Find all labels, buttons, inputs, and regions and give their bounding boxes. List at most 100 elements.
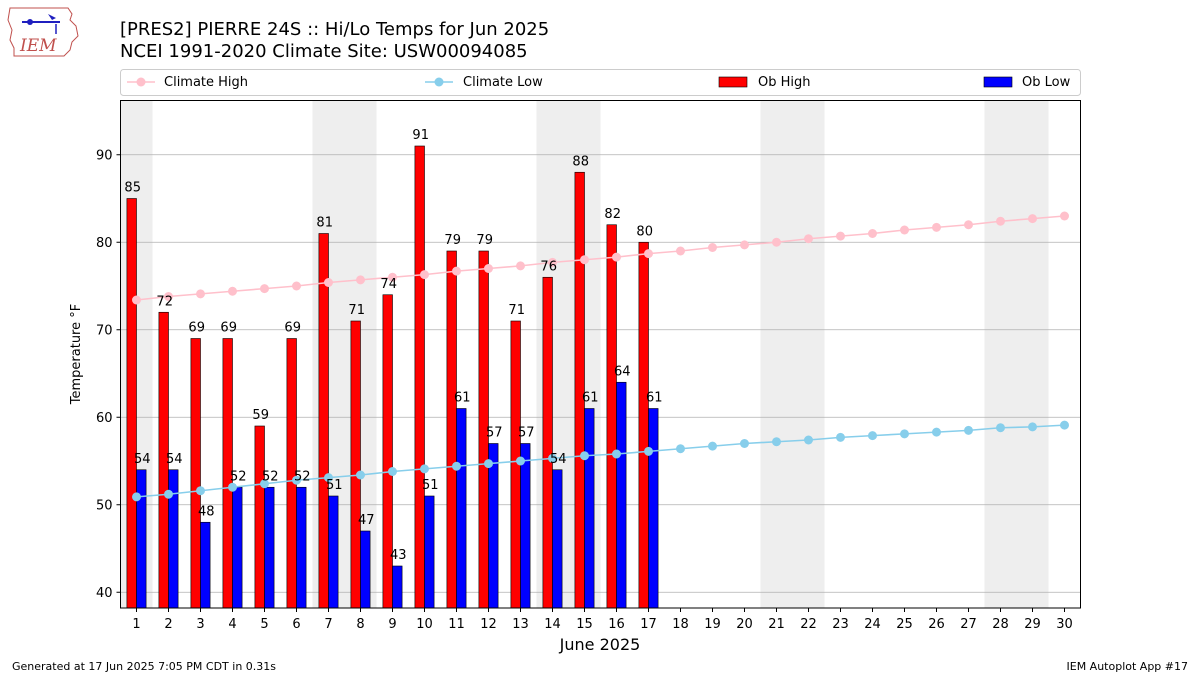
footer-generated: Generated at 17 Jun 2025 7:05 PM CDT in … (12, 660, 276, 673)
x-tick-label: 17 (640, 617, 657, 632)
climate-high-point (996, 216, 1005, 226)
x-tick-label: 16 (608, 617, 625, 632)
ob-high-bar (126, 198, 137, 609)
ob-high-label: 74 (380, 277, 397, 292)
ob-low-bar (616, 381, 627, 609)
x-tick-label: 8 (356, 617, 364, 632)
legend-label-ob-low: Ob Low (1022, 75, 1071, 90)
climate-low-point (516, 456, 525, 466)
climate-low-point (932, 427, 941, 437)
climate-low-point (484, 459, 493, 469)
bars (126, 145, 659, 609)
ob-high-label: 59 (252, 408, 269, 423)
x-tick-label: 29 (1024, 617, 1041, 632)
climate-high-point (804, 234, 813, 244)
climate-high-point (1060, 211, 1069, 221)
ob-high-bar (350, 320, 361, 609)
x-tick-label: 21 (768, 617, 785, 632)
climate-high-point (324, 278, 333, 287)
climate-high-point (740, 240, 749, 250)
y-tick-label: 90 (96, 148, 113, 163)
ob-low-label: 61 (582, 391, 599, 406)
climate-high-point (196, 289, 205, 299)
climate-high-point (164, 292, 173, 301)
climate-low-point (132, 492, 141, 502)
climate-high-line (136, 215, 1065, 301)
legend-label-ob-high: Ob High (758, 75, 811, 90)
climate-high-point (772, 237, 781, 247)
climate-low-line (136, 424, 1065, 498)
climate-low-point (228, 482, 237, 492)
ob-low-label: 51 (422, 478, 439, 493)
ob-high-label: 80 (636, 224, 653, 239)
ob-high-label: 79 (476, 233, 493, 248)
climate-low-point (612, 449, 621, 459)
x-tick-label: 20 (736, 617, 753, 632)
ob-low-bar (648, 408, 659, 609)
legend-label-climate-low: Climate Low (463, 75, 543, 90)
x-tick-label: 6 (292, 617, 300, 632)
climate-low-point (644, 446, 653, 456)
ob-low-label: 64 (614, 364, 631, 379)
climate-low-point (452, 461, 461, 471)
climate-low-point (868, 431, 877, 441)
climate-low-point (420, 464, 429, 474)
ob-high-bar (414, 145, 425, 609)
ob-low-label: 43 (390, 548, 407, 563)
x-tick-label: 4 (228, 617, 236, 632)
climate-low-point (996, 423, 1005, 433)
ob-low-label: 54 (134, 452, 151, 467)
climate-low-point (260, 479, 269, 489)
plot-frame (120, 100, 1081, 609)
climate-high-point (516, 261, 525, 271)
ob-high-label: 71 (348, 303, 365, 318)
climate-high-point (900, 225, 909, 235)
x-tick-label: 3 (196, 617, 204, 632)
x-tick-label: 14 (544, 617, 561, 632)
climate-low-point (1060, 420, 1069, 430)
climate-high-point (708, 243, 717, 252)
ob-low-label: 48 (198, 504, 215, 519)
x-tick-label: 24 (864, 617, 881, 632)
ob-low-bar (200, 521, 211, 609)
ob-low-label: 54 (166, 452, 183, 467)
bar-labels: 85 72 69 69 59 69 81 71 74 91 79 79 71 76 88 82 80 54 54 48… (124, 128, 662, 563)
legend-item-climate-low: Climate Low (425, 75, 543, 90)
climate-high-point (836, 231, 845, 241)
climate-low-point (580, 451, 589, 461)
weekend-shade (760, 100, 825, 608)
ob-low-label: 61 (454, 391, 471, 406)
iem-logo: IEM (7, 7, 79, 57)
ob-low-bar (488, 443, 499, 609)
ob-high-label: 69 (220, 321, 237, 336)
ob-low-bar (584, 408, 595, 609)
x-tick-label: 27 (960, 617, 977, 632)
climate-low-point (196, 486, 205, 496)
ob-low-label: 47 (358, 513, 375, 528)
climate-high-point (612, 252, 621, 262)
ob-low-bar (136, 469, 147, 609)
x-tick-label: 19 (704, 617, 721, 632)
x-tick-label: 7 (324, 617, 332, 632)
x-tick-label: 23 (832, 617, 849, 632)
x-tick-label: 10 (416, 617, 433, 632)
x-tick-label: 9 (388, 617, 396, 632)
ob-high-label: 69 (188, 321, 205, 336)
ob-low-bar (264, 486, 275, 609)
ob-low-label: 52 (230, 469, 247, 484)
legend-frame (120, 69, 1081, 96)
y-tick-label: 50 (96, 498, 113, 513)
ob-high-bar (190, 338, 201, 609)
climate-low-point (964, 425, 973, 435)
ob-high-label: 91 (412, 128, 429, 143)
ob-low-label: 51 (326, 478, 343, 493)
ob-high-bar (606, 224, 617, 609)
climate-low-point (1028, 422, 1037, 432)
ob-high-label: 81 (316, 216, 333, 231)
climate-high-point (676, 246, 685, 256)
ob-low-label: 52 (294, 469, 311, 484)
climate-high-point (1028, 214, 1037, 224)
ob-high-label: 72 (156, 294, 173, 309)
ob-low-bar (520, 443, 531, 609)
